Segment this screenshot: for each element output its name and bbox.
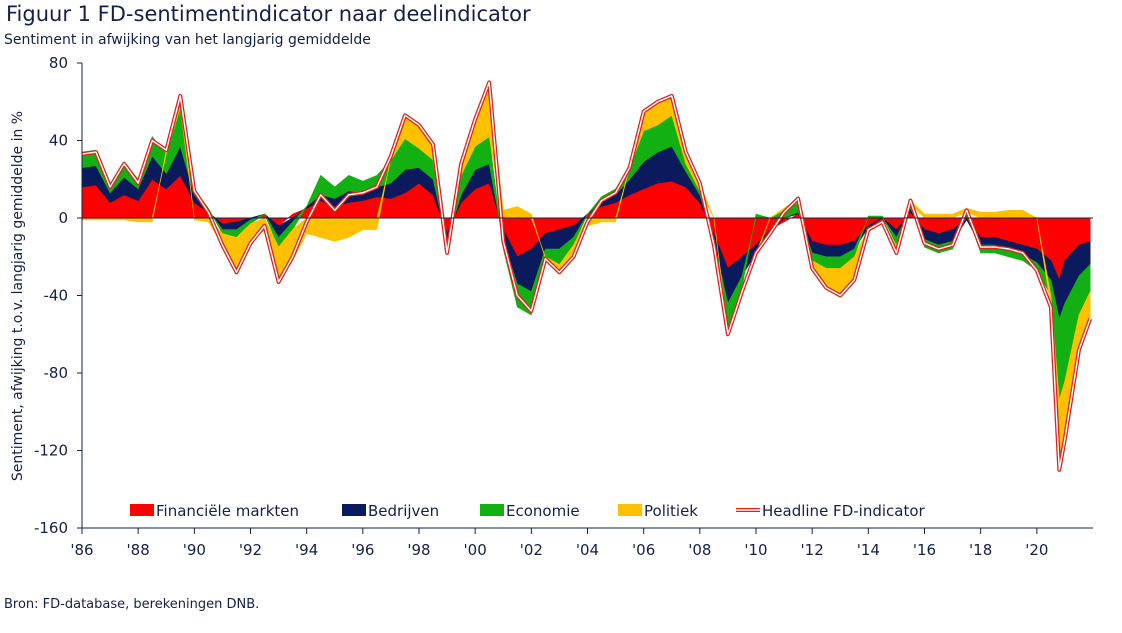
y-tick-label: 0	[58, 209, 68, 227]
legend: Financiële markten Bedrijven Economie Polit…	[130, 502, 926, 520]
legend-swatch-2	[342, 504, 366, 516]
source-note: Bron: FD-database, berekeningen DNB.	[4, 597, 260, 612]
axes: 80 40 0 -40 -80 -120 -160'86 '88 '90 '92 '94 '96 '98…	[34, 54, 1093, 559]
x-tick-label: '98	[407, 541, 430, 559]
legend-swatch-3	[480, 504, 504, 516]
x-tick-label: '12	[801, 541, 824, 559]
x-tick-label: '92	[239, 541, 262, 559]
legend-label-2: Bedrijven	[368, 502, 439, 520]
y-tick-label: 80	[49, 54, 68, 72]
x-tick-label: '08	[688, 541, 711, 559]
x-tick-label: '90	[183, 541, 206, 559]
x-tick-label: '16	[913, 541, 936, 559]
x-tick-label: '20	[1025, 541, 1048, 559]
y-tick-label: -120	[34, 442, 68, 460]
y-tick-label: -80	[44, 364, 69, 382]
x-tick-label: '86	[70, 541, 93, 559]
x-tick-label: '06	[632, 541, 655, 559]
legend-swatch-1	[130, 504, 154, 516]
legend-label-1: Financiële markten	[156, 502, 299, 520]
x-tick-label: '10	[744, 541, 767, 559]
y-axis-label: Sentiment, afwijking t.o.v. langjarig ge…	[10, 111, 26, 481]
legend-swatch-4	[618, 504, 642, 516]
headline-line-group	[81, 80, 1093, 472]
x-tick-label: '94	[295, 541, 318, 559]
headline-line	[81, 81, 1091, 471]
chart-subtitle: Sentiment in afwijking van het langjarig…	[4, 32, 371, 48]
y-tick-label: -160	[34, 519, 68, 537]
chart-title: Figuur 1 FD-sentimentindicator naar deel…	[6, 2, 531, 26]
x-tick-label: '04	[576, 541, 599, 559]
legend-label-3: Economie	[506, 502, 580, 520]
legend-label-4: Politiek	[644, 502, 698, 520]
headline-line-outline	[81, 80, 1093, 472]
y-tick-label: -40	[44, 287, 69, 305]
x-tick-label: '00	[464, 541, 487, 559]
area-series-4	[81, 82, 1091, 470]
x-tick-label: '88	[127, 541, 150, 559]
legend-label-5: Headline FD-indicator	[762, 502, 926, 520]
x-tick-label: '18	[969, 541, 992, 559]
stacked-areas	[81, 82, 1091, 470]
y-tick-label: 40	[49, 132, 68, 150]
x-tick-label: '14	[857, 541, 880, 559]
x-tick-label: '96	[351, 541, 374, 559]
x-tick-label: '02	[520, 541, 543, 559]
